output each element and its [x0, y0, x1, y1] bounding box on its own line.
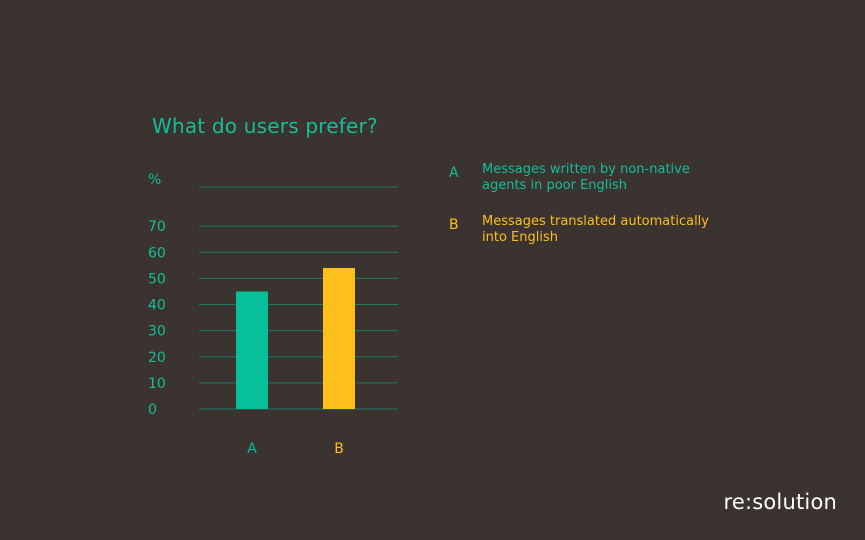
brand-logo: re:solution [723, 490, 837, 514]
y-tick-label-10: 10 [148, 376, 166, 392]
y-tick-label-50: 50 [148, 271, 166, 287]
bar-a [236, 291, 268, 409]
chart-title: What do users prefer? [152, 114, 378, 138]
y-tick-label-60: 60 [148, 245, 166, 261]
y-axis-label: % [148, 172, 161, 188]
bar-b [323, 267, 355, 409]
y-tick-label-0: 0 [148, 402, 157, 418]
legend-text-a: Messages written by non-native agents in… [482, 162, 690, 193]
legend-item-a: A Messages written by non-native agents … [449, 162, 712, 194]
legend-item-b: B Messages translated automatically into… [449, 214, 712, 246]
legend-text-b: Messages translated automatically into E… [482, 214, 709, 245]
x-tick-label-a: A [247, 441, 257, 457]
y-tick-label-30: 30 [148, 324, 166, 340]
y-tick-label-20: 20 [148, 350, 166, 366]
legend-key-a: A [449, 165, 459, 181]
x-tick-label-b: B [334, 441, 344, 457]
y-tick-label-70: 70 [148, 219, 166, 235]
legend-key-b: B [449, 217, 459, 233]
y-tick-label-40: 40 [148, 298, 166, 314]
